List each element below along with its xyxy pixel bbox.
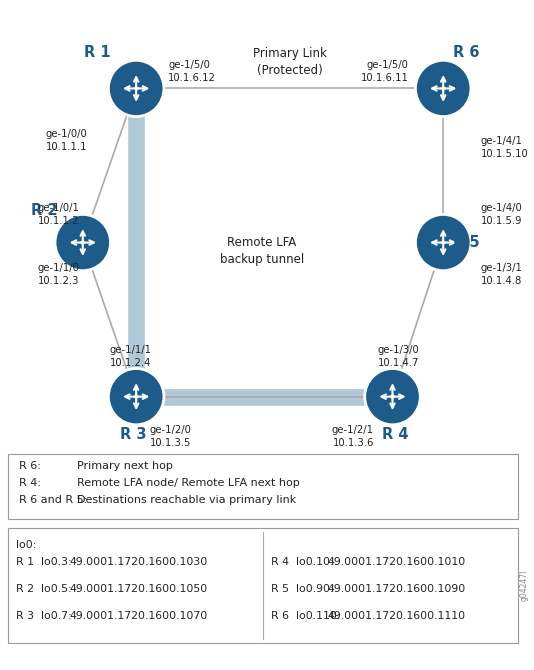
Text: R 6  lo0.110:: R 6 lo0.110: xyxy=(271,611,341,621)
Text: ge-1/5/0
10.1.6.11: ge-1/5/0 10.1.6.11 xyxy=(360,60,409,83)
Text: R 6:: R 6: xyxy=(19,461,41,471)
Text: R 1: R 1 xyxy=(84,45,111,60)
FancyBboxPatch shape xyxy=(8,528,518,643)
Text: R 5  lo0.90:: R 5 lo0.90: xyxy=(271,584,334,594)
Text: ge-1/2/0
10.1.3.5: ge-1/2/0 10.1.3.5 xyxy=(150,425,191,448)
Ellipse shape xyxy=(108,60,164,117)
Text: 49.0001.1720.1600.1010: 49.0001.1720.1600.1010 xyxy=(327,557,465,567)
Text: Primary Link
(Protected): Primary Link (Protected) xyxy=(253,47,327,76)
Text: R 4:: R 4: xyxy=(19,478,41,488)
Text: 49.0001.1720.1600.1110: 49.0001.1720.1600.1110 xyxy=(327,611,465,621)
Text: ge-1/0/1
10.1.1.2: ge-1/0/1 10.1.1.2 xyxy=(37,203,79,226)
Text: ge-1/1/0
10.1.2.3: ge-1/1/0 10.1.2.3 xyxy=(37,263,79,286)
Text: R 6 and R 5:: R 6 and R 5: xyxy=(19,495,87,505)
Text: 49.0001.1720.1600.1030: 49.0001.1720.1600.1030 xyxy=(69,557,208,567)
Text: R 3  lo0.7:: R 3 lo0.7: xyxy=(16,611,72,621)
Text: R 2: R 2 xyxy=(30,203,57,218)
Text: Remote LFA node/ Remote LFA next hop: Remote LFA node/ Remote LFA next hop xyxy=(77,478,300,488)
Text: Remote LFA
backup tunnel: Remote LFA backup tunnel xyxy=(219,237,304,266)
Text: R 3: R 3 xyxy=(120,427,147,442)
Text: 49.0001.1720.1600.1090: 49.0001.1720.1600.1090 xyxy=(327,584,465,594)
Ellipse shape xyxy=(415,214,471,271)
Text: ge-1/5/0
10.1.6.12: ge-1/5/0 10.1.6.12 xyxy=(168,60,216,83)
Text: R 6: R 6 xyxy=(453,45,480,60)
Text: ge-1/0/0
10.1.1.1: ge-1/0/0 10.1.1.1 xyxy=(45,129,87,152)
Text: ge-1/3/1
10.1.4.8: ge-1/3/1 10.1.4.8 xyxy=(481,263,522,286)
Ellipse shape xyxy=(55,214,111,271)
Text: 49.0001.1720.1600.1070: 49.0001.1720.1600.1070 xyxy=(69,611,208,621)
Text: Primary next hop: Primary next hop xyxy=(77,461,174,471)
Ellipse shape xyxy=(415,60,471,117)
Text: 49.0001.1720.1600.1050: 49.0001.1720.1600.1050 xyxy=(69,584,208,594)
Text: ge-1/2/1
10.1.3.6: ge-1/2/1 10.1.3.6 xyxy=(332,425,374,448)
Text: R 2  lo0.5:: R 2 lo0.5: xyxy=(16,584,72,594)
Text: lo0:: lo0: xyxy=(16,540,36,550)
Text: ge-1/3/0
10.1.4.7: ge-1/3/0 10.1.4.7 xyxy=(378,345,419,368)
Ellipse shape xyxy=(365,369,420,425)
Text: R 5: R 5 xyxy=(453,235,480,250)
FancyBboxPatch shape xyxy=(8,454,518,519)
Text: g04247I: g04247I xyxy=(520,570,529,601)
Text: ge-1/1/1
10.1.2.4: ge-1/1/1 10.1.2.4 xyxy=(109,345,152,368)
Text: R 4  lo0.10:: R 4 lo0.10: xyxy=(271,557,334,567)
Text: R 4: R 4 xyxy=(382,427,409,442)
Text: Destinations reachable via primary link: Destinations reachable via primary link xyxy=(77,495,297,505)
Text: R 1  lo0.3:: R 1 lo0.3: xyxy=(16,557,72,567)
Ellipse shape xyxy=(108,369,164,425)
Text: ge-1/4/1
10.1.5.10: ge-1/4/1 10.1.5.10 xyxy=(481,136,528,159)
Text: ge-1/4/0
10.1.5.9: ge-1/4/0 10.1.5.9 xyxy=(481,203,522,226)
